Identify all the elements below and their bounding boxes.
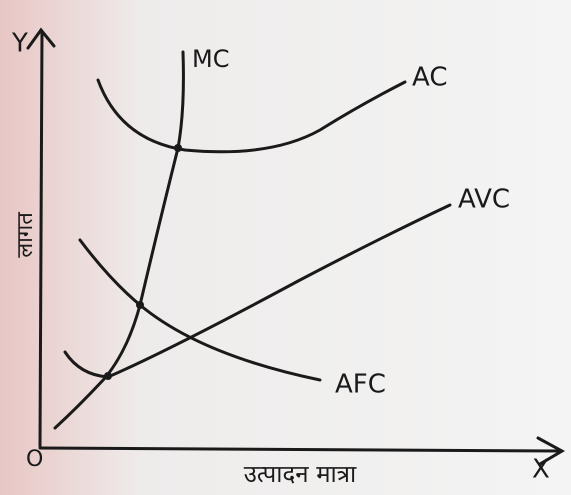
origin-label: O bbox=[26, 447, 43, 472]
intersection bbox=[136, 301, 144, 309]
curve-label: AC bbox=[412, 63, 447, 93]
curve-label: AVC bbox=[458, 185, 510, 215]
x-axis-label: X bbox=[532, 455, 550, 485]
curve-label: AFC bbox=[335, 370, 386, 400]
diagram: Y X O लागत उत्पादन मात्रा MC AC AVC AFC bbox=[0, 0, 571, 495]
x-title: उत्पादन मात्रा bbox=[244, 460, 357, 488]
curve-label: MC bbox=[192, 45, 229, 73]
intersection bbox=[104, 372, 112, 380]
intersection bbox=[174, 144, 182, 152]
y-axis-label: Y bbox=[11, 29, 28, 59]
y-axis bbox=[40, 32, 42, 446]
y-title: लागत bbox=[13, 212, 38, 258]
page: Y X O लागत उत्पादन मात्रा MC AC AVC AFC … bbox=[0, 0, 571, 495]
